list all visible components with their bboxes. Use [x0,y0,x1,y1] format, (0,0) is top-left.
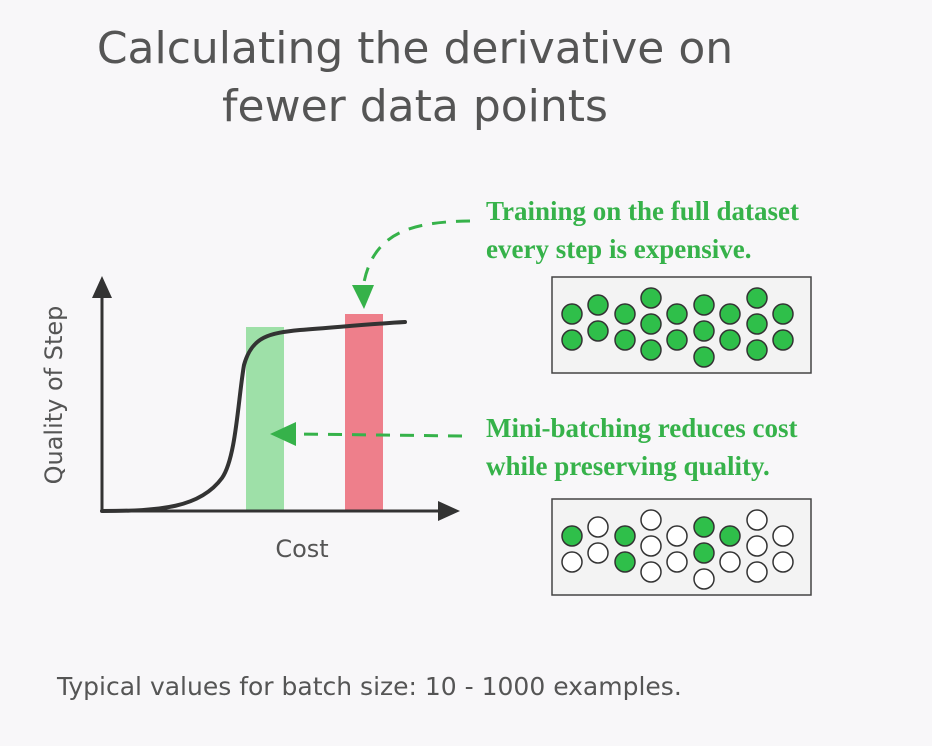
data-point [640,561,662,583]
mini-batch-arrow [295,432,463,438]
mini-batch-callout: Mini-batching reduces cost while preserv… [486,409,798,485]
slide-title: Calculating the derivative on fewer data… [0,20,830,136]
data-point [561,329,583,351]
data-point [693,294,715,316]
quality-curve [100,320,407,513]
data-point [693,516,715,538]
data-point [666,329,688,351]
x-axis-label: Cost [275,535,328,563]
data-point [693,542,715,564]
data-point [693,568,715,590]
data-point [666,303,688,325]
data-point [640,535,662,557]
data-point [640,313,662,335]
mini-batch-arrowhead [270,422,296,446]
data-point [746,509,768,531]
mini-batch-points [561,509,794,590]
full-dataset-callout-line-2: every step is expensive. [486,234,752,264]
full-dataset-callout-line-1: Training on the full dataset [486,196,800,226]
x-axis-arrowhead [438,501,460,521]
data-point [719,303,741,325]
title-line-2: fewer data points [222,81,608,132]
title-line-1: Calculating the derivative on [96,23,734,74]
data-point [587,294,609,316]
data-point [772,329,794,351]
data-point [772,525,794,547]
data-point [640,509,662,531]
data-point [719,551,741,573]
red-full-bar [345,314,383,511]
data-point [614,551,636,573]
full-dataset-points [561,287,794,368]
full-dataset-box [551,276,812,374]
batch-size-note: Typical values for batch size: 10 - 1000… [57,672,682,701]
data-point [693,346,715,368]
data-point [561,303,583,325]
data-point [666,551,688,573]
mini-batch-callout-line-2: while preserving quality. [486,451,770,481]
full-dataset-arrow [360,219,471,297]
data-point [561,551,583,573]
data-point [666,525,688,547]
data-point [640,339,662,361]
data-point [772,551,794,573]
data-point [587,542,609,564]
data-point [746,339,768,361]
data-point [614,329,636,351]
full-dataset-callout: Training on the full dataset every step … [486,192,799,268]
data-point [614,303,636,325]
data-point [587,320,609,342]
mini-batch-callout-line-1: Mini-batching reduces cost [486,413,798,443]
data-point [719,525,741,547]
full-dataset-arrowhead [352,285,374,309]
data-point [772,303,794,325]
data-point [746,535,768,557]
data-point [587,516,609,538]
data-point [640,287,662,309]
y-axis-label: Quality of Step [40,306,68,485]
data-point [746,561,768,583]
data-point [719,329,741,351]
y-axis-arrowhead [92,276,112,298]
green-batch-bar [246,327,284,511]
data-point [746,313,768,335]
data-point [614,525,636,547]
data-point [561,525,583,547]
data-point [693,320,715,342]
data-point [746,287,768,309]
